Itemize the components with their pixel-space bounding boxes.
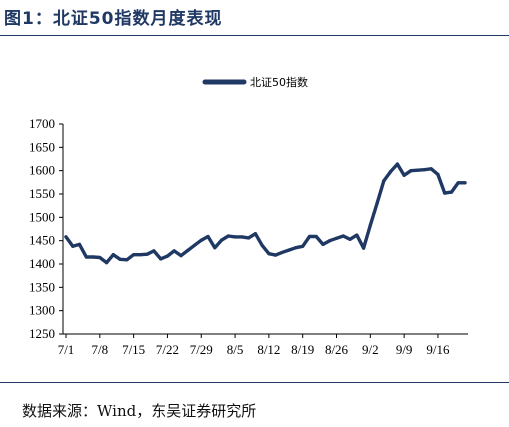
x-tick-label: 7/1 (58, 342, 75, 357)
data-point (159, 257, 163, 261)
data-point (240, 235, 244, 239)
data-point (348, 237, 352, 241)
y-tick-label: 1300 (29, 303, 55, 318)
data-point (192, 243, 197, 247)
x-tick-label: 7/29 (190, 342, 213, 357)
data-point (105, 261, 109, 265)
x-axis-ticks: 7/1 7/8 7/15 7/22 7/29 8/5 8/12 8/19 8/26 9/2 9/9 9… (58, 334, 450, 357)
legend-label: 北证50指数 (250, 75, 308, 89)
data-point (253, 232, 257, 236)
data-point (98, 255, 102, 260)
data-point (77, 242, 82, 246)
data-point (260, 243, 264, 247)
data-point (362, 246, 366, 250)
data-point (368, 223, 372, 227)
series-line (64, 162, 467, 265)
x-tick-label: 9/2 (362, 342, 379, 357)
figure-title: 图1：北证50指数月度表现 (4, 9, 223, 29)
chart-axes (62, 124, 468, 335)
y-tick-label: 1400 (29, 256, 55, 271)
data-point (125, 258, 129, 262)
data-point (321, 242, 325, 246)
data-point (186, 248, 190, 253)
chart-legend: 北证50指数 (202, 75, 308, 89)
x-tick-label: 7/22 (156, 342, 179, 357)
x-tick-label: 8/12 (257, 342, 280, 357)
data-point (328, 239, 332, 243)
data-point (429, 167, 433, 171)
data-point (436, 172, 440, 176)
y-tick-label: 1350 (29, 279, 55, 294)
data-point (280, 250, 284, 254)
data-point (233, 235, 237, 239)
data-point (382, 179, 386, 183)
title-divider (0, 35, 509, 36)
source-note: 数据来源：Wind，东吴证券研究所 (22, 402, 257, 420)
data-point (422, 168, 426, 172)
data-point (71, 244, 75, 248)
x-tick-label: 9/16 (426, 342, 450, 357)
data-point (179, 254, 183, 258)
data-point (274, 253, 278, 257)
data-point (206, 234, 210, 239)
data-point (456, 181, 460, 185)
y-axis-ticks: 1250 1300 1350 1400 1450 1500 1550 1600 1650 1700 (29, 116, 63, 341)
data-point (145, 252, 149, 256)
x-tick-label: 8/26 (325, 342, 349, 357)
y-tick-label: 1700 (29, 116, 55, 131)
data-point (111, 253, 115, 257)
y-tick-label: 1250 (29, 326, 55, 341)
data-point (389, 170, 393, 174)
data-point (443, 191, 447, 195)
line-chart: 北证50指数 125013001350140014501500155016001… (29, 75, 468, 357)
data-point (416, 168, 420, 172)
x-tick-label: 9/9 (396, 342, 413, 357)
data-point (463, 181, 467, 185)
x-tick-label: 8/5 (227, 342, 244, 357)
data-point (152, 249, 156, 253)
data-point (165, 254, 169, 258)
data-point (355, 233, 359, 237)
data-point (219, 238, 224, 242)
x-tick-label: 7/8 (92, 342, 109, 357)
data-point (307, 234, 312, 239)
data-point (267, 252, 271, 256)
data-point (409, 169, 413, 173)
data-point (402, 173, 406, 177)
y-tick-label: 1650 (29, 139, 55, 154)
data-point (213, 246, 217, 250)
data-point (341, 234, 345, 238)
x-tick-label: 7/15 (122, 342, 145, 357)
data-point (287, 248, 291, 252)
data-point (375, 201, 379, 205)
data-point (132, 253, 136, 257)
data-point (294, 246, 298, 250)
data-point (301, 244, 305, 248)
source-divider (0, 382, 509, 383)
data-point (395, 162, 399, 166)
y-tick-label: 1450 (29, 233, 55, 248)
data-point (247, 236, 251, 240)
y-tick-label: 1600 (29, 163, 55, 178)
data-point (138, 253, 142, 257)
data-point (64, 235, 68, 239)
x-tick-label: 8/19 (291, 342, 314, 357)
data-point (226, 234, 230, 238)
y-tick-label: 1500 (29, 209, 55, 224)
data-point (199, 238, 203, 242)
data-point (91, 255, 95, 259)
series-layer (64, 162, 467, 265)
data-point (172, 249, 176, 253)
data-point (334, 236, 339, 240)
data-point (118, 257, 122, 261)
data-point (449, 190, 454, 194)
data-point (314, 234, 318, 239)
data-point (84, 255, 88, 259)
y-tick-label: 1550 (29, 186, 55, 201)
